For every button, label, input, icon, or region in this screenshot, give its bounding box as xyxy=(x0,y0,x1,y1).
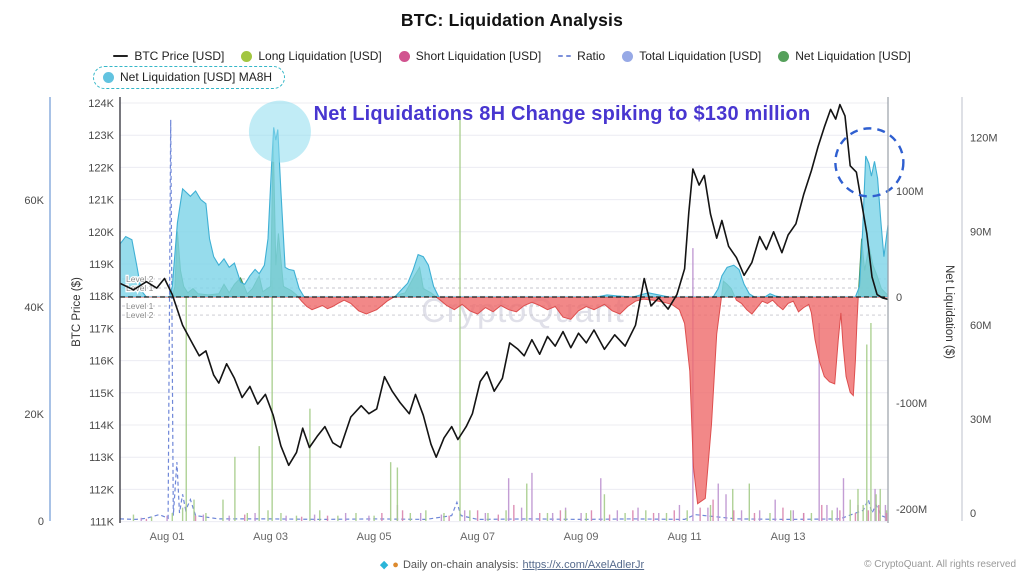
tick-price-left: 114K xyxy=(89,420,115,432)
tick-price-left: 122K xyxy=(88,162,114,174)
legend-item-label: Total Liquidation [USD] xyxy=(639,49,762,63)
footer: ◆ ● Daily on-chain analysis: https://x.c… xyxy=(0,553,1024,571)
tick-x-axis: Aug 05 xyxy=(357,531,392,543)
tick-x-axis: Aug 11 xyxy=(668,531,702,543)
tick-net-right: -100M xyxy=(896,398,927,410)
tick-far-left: 20K xyxy=(24,409,44,421)
tick-price-left: 116K xyxy=(89,356,115,368)
tick-price-left: 119K xyxy=(89,259,115,271)
series-net-liquidation-ma8h xyxy=(120,127,889,297)
legend-item-total-liquidation-usd[interactable]: Total Liquidation [USD] xyxy=(622,49,761,63)
analysis-link[interactable]: https://x.com/AxelAdlerJr xyxy=(522,559,645,571)
level-label: Level 1 xyxy=(126,301,154,311)
legend-item-label: BTC Price [USD] xyxy=(134,49,225,63)
legend-item-ratio[interactable]: Ratio xyxy=(558,49,605,63)
legend-selected-row: Net Liquidation [USD] MA8H xyxy=(93,66,286,89)
legend-marker-icon xyxy=(241,50,253,62)
legend-marker-icon xyxy=(778,50,790,62)
legend-marker-icon xyxy=(113,54,129,58)
legend-item-net-liquidation-usd[interactable]: Net Liquidation [USD] xyxy=(778,49,911,63)
tick-price-left: 120K xyxy=(88,227,114,239)
tick-x-axis: Aug 03 xyxy=(253,531,288,543)
legend-marker-icon xyxy=(558,54,572,58)
tick-price-left: 111K xyxy=(90,517,115,529)
tick-price-left: 112K xyxy=(89,484,115,496)
tick-price-left: 118K xyxy=(89,291,115,303)
footer-analysis: ◆ ● Daily on-chain analysis: https://x.c… xyxy=(380,559,644,571)
tick-far-right: 30M xyxy=(970,414,991,426)
spike-highlight-filled-circle xyxy=(248,100,311,163)
legend: BTC Price [USD] Long Liquidation [USD] Sho… xyxy=(0,49,1024,63)
legend-item-short-liquidation-usd[interactable]: Short Liquidation [USD] xyxy=(398,49,542,63)
legend-item-long-liquidation-usd[interactable]: Long Liquidation [USD] xyxy=(241,49,382,63)
series-short-liquidation xyxy=(145,499,888,521)
page-title: BTC: Liquidation Analysis xyxy=(400,10,624,30)
tick-far-right: 90M xyxy=(970,226,991,238)
level-label: Level 2 xyxy=(126,310,154,320)
tick-far-left: 60K xyxy=(24,195,44,207)
axis-title-net-liquidation: Net Liquidation ($) xyxy=(943,265,955,359)
tick-price-left: 113K xyxy=(89,452,115,464)
gem-icon: ◆ xyxy=(379,558,389,571)
annotation-text: Net Liquidations 8H Change spiking to $1… xyxy=(313,103,811,125)
axis-title-btc-price: BTC Price ($) xyxy=(71,277,83,347)
legend-item-label: Ratio xyxy=(577,49,606,63)
tick-net-right: 100M xyxy=(896,186,924,198)
tick-price-left: 121K xyxy=(88,195,114,207)
tick-far-left: 40K xyxy=(24,302,44,314)
tick-price-left: 115K xyxy=(89,388,115,400)
footer-analysis-label: Daily on-chain analysis: xyxy=(402,559,519,571)
tick-far-right: 0 xyxy=(970,508,976,520)
tick-price-left: 124K xyxy=(88,98,114,110)
level-label: Level 1 xyxy=(126,283,154,293)
tick-net-right: 0 xyxy=(896,292,902,304)
legend-item-btc-price-usd[interactable]: BTC Price [USD] xyxy=(113,49,224,63)
gridlines xyxy=(120,102,888,523)
legend-item-label: Net Liquidation [USD] MA8H xyxy=(120,70,273,84)
ape-icon: ● xyxy=(392,558,399,571)
legend-item-label: Short Liquidation [USD] xyxy=(415,49,542,63)
series-long-liquidation xyxy=(132,119,888,521)
tick-x-axis: Aug 13 xyxy=(771,531,806,543)
spike-highlight-dashed-circle xyxy=(834,127,905,198)
tick-price-left: 117K xyxy=(89,323,115,335)
series-btc-price xyxy=(119,103,889,467)
copyright: © CryptoQuant. All rights reserved xyxy=(864,559,1016,570)
tick-net-right: -200M xyxy=(896,504,927,516)
legend-marker-icon xyxy=(622,50,634,62)
legend-marker-icon xyxy=(398,50,410,62)
legend-item-net-liquidation-ma8h[interactable]: Net Liquidation [USD] MA8H xyxy=(93,66,286,89)
tick-price-left: 123K xyxy=(88,130,114,142)
legend-item-label: Net Liquidation [USD] xyxy=(795,49,911,63)
legend-item-label: Long Liquidation [USD] xyxy=(258,49,382,63)
legend-marker-icon xyxy=(103,71,114,83)
tick-x-axis: Aug 01 xyxy=(150,531,185,543)
tick-x-axis: Aug 09 xyxy=(564,531,599,543)
tick-x-axis: Aug 07 xyxy=(460,531,495,543)
tick-far-right: 60M xyxy=(970,320,991,332)
tick-far-left: 0 xyxy=(38,516,44,528)
series-net-liquidation-negative xyxy=(120,297,889,505)
tick-far-right: 120M xyxy=(970,132,998,144)
